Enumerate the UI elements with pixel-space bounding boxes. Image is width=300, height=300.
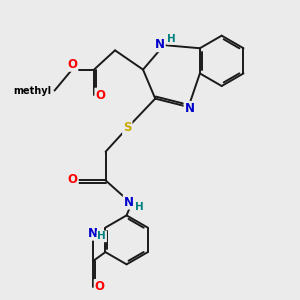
Text: N: N bbox=[88, 227, 98, 240]
Text: methyl: methyl bbox=[14, 85, 52, 96]
Text: O: O bbox=[68, 58, 77, 71]
Text: H: H bbox=[135, 202, 143, 212]
Text: H: H bbox=[98, 231, 106, 242]
Text: O: O bbox=[68, 172, 78, 185]
Text: N: N bbox=[184, 102, 194, 115]
Text: H: H bbox=[167, 34, 176, 44]
Text: S: S bbox=[123, 122, 131, 134]
Text: N: N bbox=[124, 196, 134, 208]
Text: O: O bbox=[94, 280, 105, 293]
Text: N: N bbox=[155, 38, 165, 51]
Text: O: O bbox=[95, 88, 105, 102]
